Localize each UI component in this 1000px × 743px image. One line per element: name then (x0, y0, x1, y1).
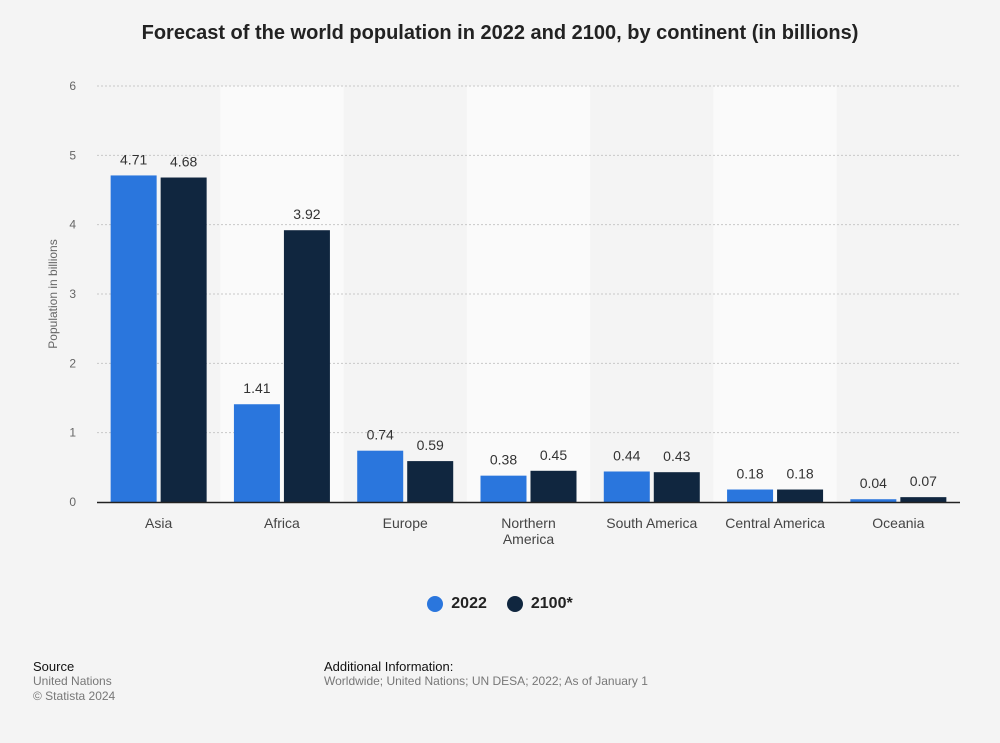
source-block: Source United Nations © Statista 2024 (33, 659, 115, 704)
x-tick-label: Northern (501, 515, 555, 531)
x-tick-label: Oceania (872, 515, 924, 531)
additional-info-heading: Additional Information: (324, 659, 454, 674)
data-label: 1.41 (243, 380, 270, 396)
copyright-text: © Statista 2024 (33, 689, 116, 703)
y-tick-label: 4 (69, 218, 76, 232)
bar-2100 (777, 489, 824, 502)
legend-marker-2022 (427, 596, 444, 612)
source-heading: Source (33, 659, 75, 674)
legend-label-2022: 2022 (451, 595, 487, 612)
data-label: 0.59 (417, 437, 444, 453)
additional-info-block: Additional Information: Worldwide; Unite… (324, 659, 648, 689)
legend: 2022 2100* (0, 595, 1000, 613)
data-label: 0.45 (540, 447, 567, 463)
data-label: 0.38 (490, 452, 517, 468)
data-label: 0.04 (860, 475, 887, 491)
data-label: 4.71 (120, 151, 147, 167)
legend-marker-2100 (506, 596, 523, 612)
x-tick-label: Europe (383, 515, 428, 531)
bar-2100 (160, 177, 207, 502)
data-label: 4.68 (170, 154, 197, 170)
bar-2100 (283, 230, 330, 503)
y-tick-label: 1 (69, 426, 76, 440)
y-tick-label: 2 (69, 356, 76, 370)
bar-2100 (407, 461, 454, 502)
y-tick-label: 0 (69, 495, 76, 509)
x-tick-label: South America (606, 515, 697, 531)
data-label: 3.92 (293, 206, 320, 222)
x-tick-label: Africa (264, 515, 300, 531)
bar-2022 (850, 499, 897, 502)
bar-2022 (603, 471, 650, 502)
bar-2022 (357, 450, 404, 502)
y-tick-label: 6 (69, 79, 76, 93)
y-tick-label: 5 (69, 148, 76, 162)
chart-title: Forecast of the world population in 2022… (141, 22, 859, 44)
bar-2022 (480, 475, 527, 502)
bar-2100 (530, 470, 577, 502)
data-label: 0.18 (736, 466, 763, 482)
data-label: 0.44 (613, 447, 640, 463)
bar-2100 (653, 472, 700, 502)
y-axis-label: Population in billions (46, 239, 60, 348)
legend-item-2100[interactable]: 2100* (506, 595, 573, 613)
bar-2022 (727, 489, 774, 502)
bar-2022 (233, 404, 280, 502)
data-label: 0.43 (663, 448, 690, 464)
data-label: 0.74 (367, 427, 394, 443)
data-label: 0.18 (786, 466, 813, 482)
bar-2022 (110, 175, 157, 502)
x-tick-label: Central America (725, 515, 825, 531)
source-text[interactable]: United Nations (33, 674, 112, 688)
y-tick-label: 3 (69, 287, 76, 301)
x-tick-label: America (503, 531, 555, 547)
additional-info-text: Worldwide; United Nations; UN DESA; 2022… (324, 674, 648, 688)
x-tick-label: Asia (145, 515, 172, 531)
legend-item-2022[interactable]: 2022 (427, 595, 487, 613)
bar-2100 (900, 497, 947, 502)
data-label: 0.07 (910, 473, 937, 489)
legend-label-2100: 2100* (530, 595, 573, 612)
